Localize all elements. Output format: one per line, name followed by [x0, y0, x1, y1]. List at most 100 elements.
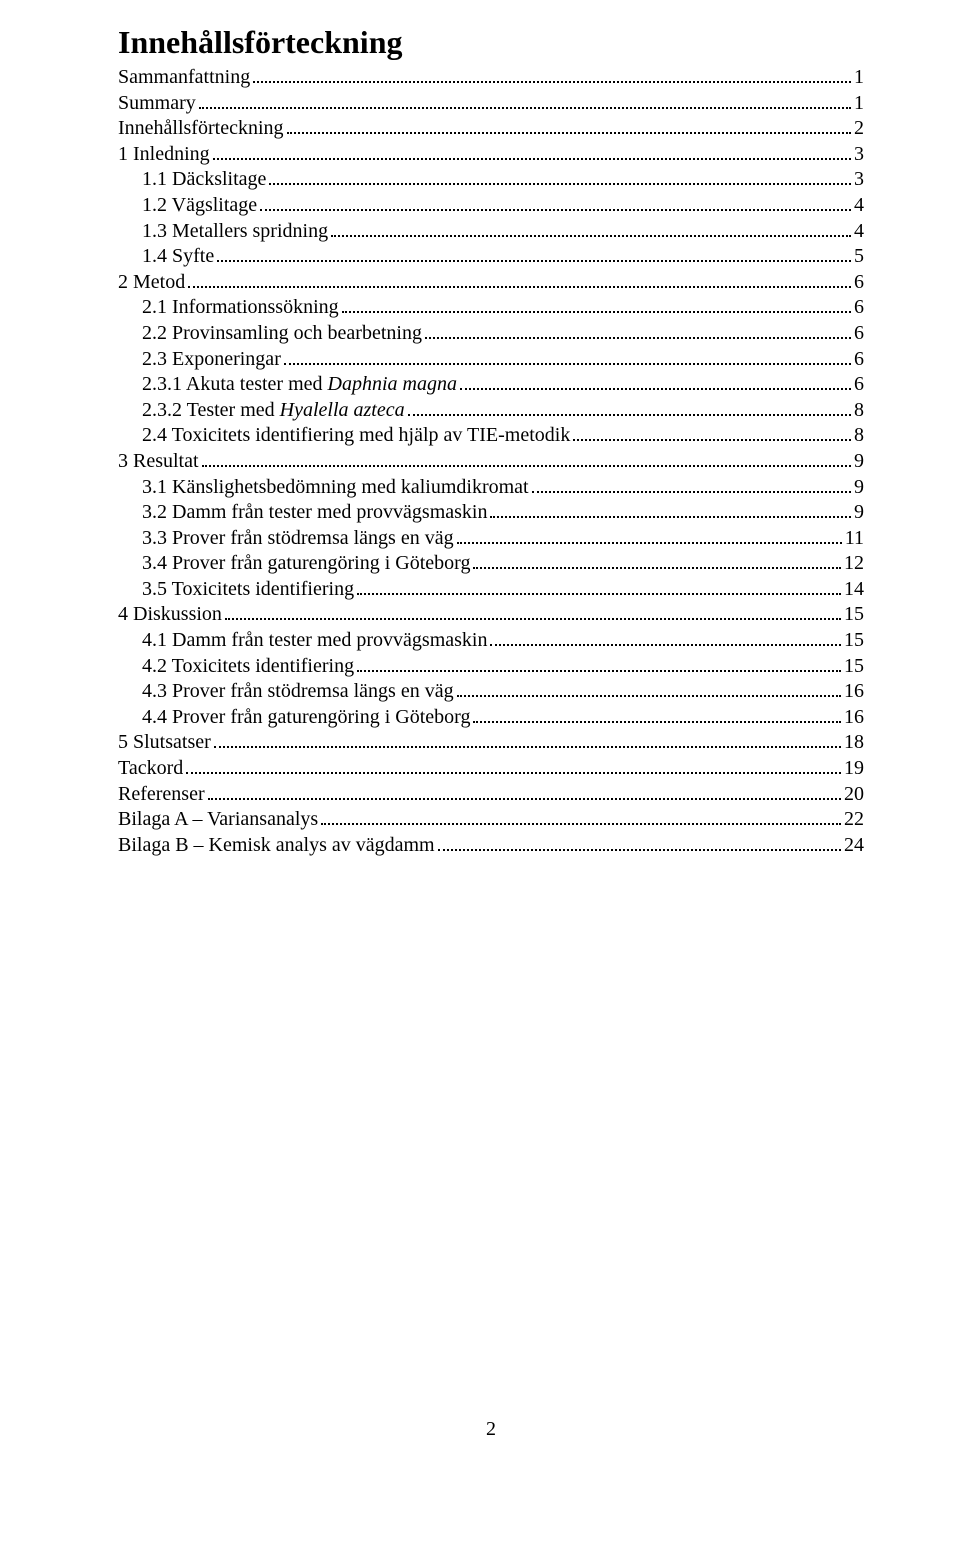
toc-leader-dots [457, 529, 842, 544]
toc-page-number: 6 [854, 372, 864, 398]
toc-leader-dots [425, 324, 851, 339]
toc-row: Bilaga B – Kemisk analys av vägdamm24 [118, 833, 864, 859]
toc-row: 1.2 Vägslitage 4 [118, 193, 864, 219]
toc-label: 4.2 Toxicitets identifiering [118, 654, 354, 680]
toc-page-number: 16 [844, 679, 864, 705]
toc-row: Innehållsförteckning2 [118, 116, 864, 142]
toc-leader-dots [186, 759, 841, 774]
toc-row: 1.3 Metallers spridning 4 [118, 219, 864, 245]
toc-leader-dots [284, 350, 851, 365]
toc-page-number: 6 [854, 295, 864, 321]
toc-page-number: 11 [845, 526, 864, 552]
toc-row: 4.3 Prover från stödremsa längs en väg 16 [118, 679, 864, 705]
toc-label: 3.5 Toxicitets identifiering [118, 577, 354, 603]
toc-label: Bilaga A – Variansanalys [118, 807, 318, 833]
toc-row: 2 Metod6 [118, 270, 864, 296]
toc-leader-dots [287, 119, 852, 134]
toc-label: 4.1 Damm från tester med provvägsmaskin [118, 628, 487, 654]
toc-leader-dots [532, 478, 851, 493]
toc-leader-dots [408, 401, 851, 416]
toc-row: Summary 1 [118, 91, 864, 117]
toc-leader-dots [460, 375, 851, 390]
toc-page-number: 12 [844, 551, 864, 577]
toc-row: 2.4 Toxicitets identifiering med hjälp a… [118, 423, 864, 449]
toc-leader-dots [438, 836, 841, 851]
toc-row: Referenser20 [118, 782, 864, 808]
toc-page-number: 15 [844, 628, 864, 654]
toc-leader-dots [457, 682, 841, 697]
toc-row: 3.4 Prover från gaturengöring i Göteborg… [118, 551, 864, 577]
toc-page-number: 16 [844, 705, 864, 731]
toc-leader-dots [225, 605, 841, 620]
toc-leader-dots [208, 785, 841, 800]
toc-row: 2.3.1 Akuta tester med Daphnia magna6 [118, 372, 864, 398]
toc-page-number: 3 [854, 142, 864, 168]
toc-label: 1.3 Metallers spridning [118, 219, 328, 245]
toc-row: Bilaga A – Variansanalys 22 [118, 807, 864, 833]
toc-leader-dots [213, 145, 851, 160]
toc-page-number: 3 [854, 167, 864, 193]
toc-leader-dots [357, 580, 841, 595]
toc-label: 4.4 Prover från gaturengöring i Göteborg [118, 705, 470, 731]
toc-label: 5 Slutsatser [118, 730, 211, 756]
toc-row: 1 Inledning3 [118, 142, 864, 168]
toc-row: 4.2 Toxicitets identifiering15 [118, 654, 864, 680]
toc-label: 4.3 Prover från stödremsa längs en väg [118, 679, 454, 705]
toc-leader-dots [331, 222, 851, 237]
toc-row: 5 Slutsatser18 [118, 730, 864, 756]
toc-row: 4.1 Damm från tester med provvägsmaskin 1… [118, 628, 864, 654]
toc-row: 4 Diskussion15 [118, 602, 864, 628]
toc-leader-dots [490, 631, 841, 646]
toc-leader-dots [253, 68, 851, 83]
page-title: Innehållsförteckning [118, 24, 864, 61]
toc-leader-dots [217, 247, 851, 262]
toc-page-number: 14 [844, 577, 864, 603]
table-of-contents: Sammanfattning1Summary1Innehållsförteckn… [118, 65, 864, 858]
toc-leader-dots [269, 170, 851, 185]
toc-leader-dots [573, 426, 851, 441]
toc-page-number: 9 [854, 475, 864, 501]
toc-leader-dots [188, 273, 851, 288]
toc-page-number: 2 [854, 116, 864, 142]
toc-label: 2.1 Informationssökning [118, 295, 339, 321]
toc-label: 1.2 Vägslitage [118, 193, 257, 219]
toc-page-number: 4 [854, 219, 864, 245]
toc-page-number: 22 [844, 807, 864, 833]
toc-page-number: 5 [854, 244, 864, 270]
toc-page-number: 1 [854, 91, 864, 117]
toc-row: 3 Resultat9 [118, 449, 864, 475]
toc-label: 2 Metod [118, 270, 185, 296]
toc-leader-dots [490, 503, 851, 518]
page-number: 2 [118, 1418, 864, 1441]
toc-row: 2.3 Exponeringar 6 [118, 347, 864, 373]
toc-row: 2.3.2 Tester med Hyalella azteca 8 [118, 398, 864, 424]
toc-row: 1.4 Syfte 5 [118, 244, 864, 270]
toc-leader-dots [473, 708, 841, 723]
toc-page-number: 9 [854, 500, 864, 526]
toc-leader-dots [260, 196, 851, 211]
toc-row: 2.1 Informationssökning 6 [118, 295, 864, 321]
toc-label: 2.4 Toxicitets identifiering med hjälp a… [118, 423, 570, 449]
toc-row: 2.2 Provinsamling och bearbetning 6 [118, 321, 864, 347]
toc-label: 1.4 Syfte [118, 244, 214, 270]
toc-page-number: 6 [854, 347, 864, 373]
toc-label: 2.3.2 Tester med Hyalella azteca [118, 398, 405, 424]
toc-leader-dots [342, 298, 851, 313]
toc-page-number: 8 [854, 398, 864, 424]
toc-row: 1.1 Däckslitage3 [118, 167, 864, 193]
toc-page-number: 1 [854, 65, 864, 91]
toc-leader-dots [473, 554, 841, 569]
toc-page-number: 4 [854, 193, 864, 219]
toc-label: 3.4 Prover från gaturengöring i Göteborg [118, 551, 470, 577]
toc-label: Summary [118, 91, 196, 117]
toc-label: 2.2 Provinsamling och bearbetning [118, 321, 422, 347]
toc-page-number: 6 [854, 321, 864, 347]
toc-label: 2.3 Exponeringar [118, 347, 281, 373]
toc-label: 3.2 Damm från tester med provvägsmaskin [118, 500, 487, 526]
toc-row: 3.3 Prover från stödremsa längs en väg 11 [118, 526, 864, 552]
toc-label: 3.3 Prover från stödremsa längs en väg [118, 526, 454, 552]
toc-label: Referenser [118, 782, 205, 808]
toc-label: 4 Diskussion [118, 602, 222, 628]
toc-label: Sammanfattning [118, 65, 250, 91]
toc-leader-dots [214, 733, 841, 748]
